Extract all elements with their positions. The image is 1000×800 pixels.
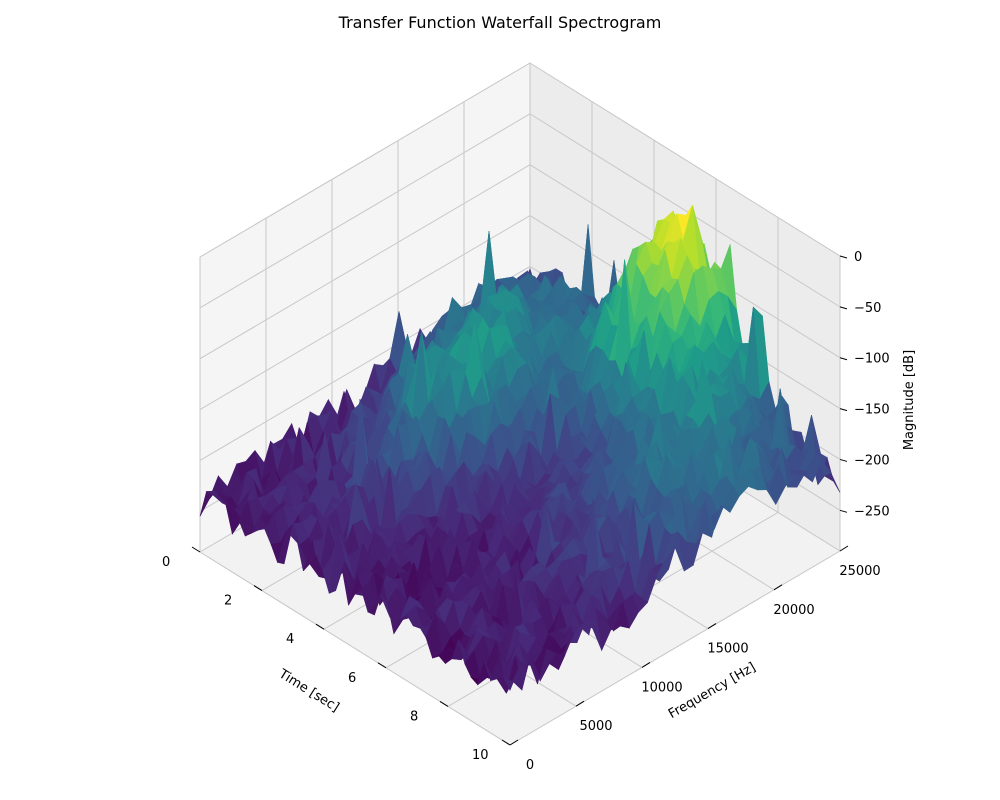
y-tick xyxy=(707,623,717,630)
surface-plot xyxy=(199,204,841,694)
z-tick xyxy=(839,458,848,462)
x-tick xyxy=(501,739,511,746)
x-tick-label: 8 xyxy=(410,709,418,724)
y-tick xyxy=(773,584,783,591)
x-tick xyxy=(253,585,263,592)
y-tick xyxy=(641,661,651,668)
z-tick-label: −100 xyxy=(854,352,890,367)
z-tick-label: −150 xyxy=(854,403,890,418)
grid-line-y-floor xyxy=(199,551,511,746)
x-tick-label: 10 xyxy=(472,748,489,763)
z-tick-label: 0 xyxy=(854,250,862,265)
grid-line-z-right xyxy=(529,62,841,257)
z-tick-label: −200 xyxy=(854,453,890,468)
x-tick-label: 0 xyxy=(162,555,170,570)
y-tick-label: 5000 xyxy=(579,719,612,734)
x-tick-label: 4 xyxy=(286,632,294,647)
z-tick-label: −50 xyxy=(854,301,881,316)
z-tick xyxy=(839,509,848,513)
chart-title: Transfer Function Waterfall Spectrogram xyxy=(338,13,662,32)
z-tick xyxy=(839,408,848,412)
x-axis-label: Time [sec] xyxy=(275,666,341,715)
x-tick xyxy=(377,662,387,669)
y-tick-label: 20000 xyxy=(773,603,814,618)
x-tick-label: 2 xyxy=(224,594,232,609)
y-tick-label: 25000 xyxy=(839,564,880,579)
y-tick xyxy=(839,545,849,552)
y-tick xyxy=(575,700,585,707)
y-tick-label: 10000 xyxy=(641,680,682,695)
y-tick-label: 15000 xyxy=(707,642,748,657)
z-tick xyxy=(839,306,848,310)
grid-line-z-left xyxy=(199,113,531,309)
grid-line-z-left xyxy=(199,164,531,360)
surface-cell xyxy=(502,667,520,692)
x-tick-label: 6 xyxy=(348,671,356,686)
grid-line-z-left xyxy=(199,215,531,411)
z-axis-label: Magnitude [dB] xyxy=(902,350,917,450)
x-tick xyxy=(191,546,201,553)
z-tick-label: −250 xyxy=(854,504,890,519)
y-tick xyxy=(509,739,519,746)
y-tick-label: 0 xyxy=(526,758,534,773)
x-tick xyxy=(439,700,449,707)
x-tick xyxy=(315,623,325,630)
grid-line-z-right xyxy=(529,113,841,308)
grid-line-z-left xyxy=(199,62,531,258)
axis-ticks: 0 2 4 6 8 10 0 5000 10000 15000 20000 25000 0 −50 −100… xyxy=(162,250,890,773)
z-tick xyxy=(839,255,848,259)
grid-line-x-floor xyxy=(509,550,841,746)
z-tick xyxy=(839,357,848,361)
